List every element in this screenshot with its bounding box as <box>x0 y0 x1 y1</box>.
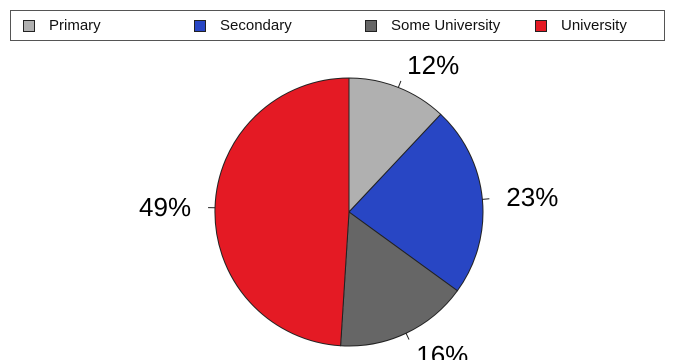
pie-slice-university <box>214 77 350 347</box>
legend-item-secondary: Secondary <box>194 11 292 40</box>
pie-label-tick-primary <box>397 80 402 88</box>
legend-item-university: University <box>535 11 627 40</box>
legend-item-some-university: Some University <box>365 11 500 40</box>
legend-swatch-some-university <box>365 19 377 32</box>
chart-legend: Primary Secondary Some University Univer… <box>10 10 665 41</box>
pie-slices <box>214 77 484 347</box>
legend-label-some-university: Some University <box>391 17 501 34</box>
pie-slice-primary <box>348 77 442 214</box>
legend-swatch-secondary <box>194 19 206 32</box>
pie-labels: 12% 23% 16% 49% <box>139 50 558 360</box>
pie-label-some-university: 16% <box>416 340 468 360</box>
legend-label-secondary: Secondary <box>220 17 292 34</box>
legend-swatch-primary <box>23 19 35 32</box>
pie-label-tick-some-university <box>405 333 410 340</box>
pie-slice-secondary <box>348 113 484 292</box>
pie-label-primary: 12% <box>407 50 459 80</box>
legend-label-primary: Primary <box>49 17 101 34</box>
legend-item-primary: Primary <box>23 11 101 40</box>
pie-label-tick-secondary <box>482 198 490 200</box>
pie-label-university: 49% <box>139 192 191 222</box>
pie-label-secondary: 23% <box>506 182 558 212</box>
legend-swatch-university <box>535 19 547 32</box>
legend-label-university: University <box>561 17 627 34</box>
